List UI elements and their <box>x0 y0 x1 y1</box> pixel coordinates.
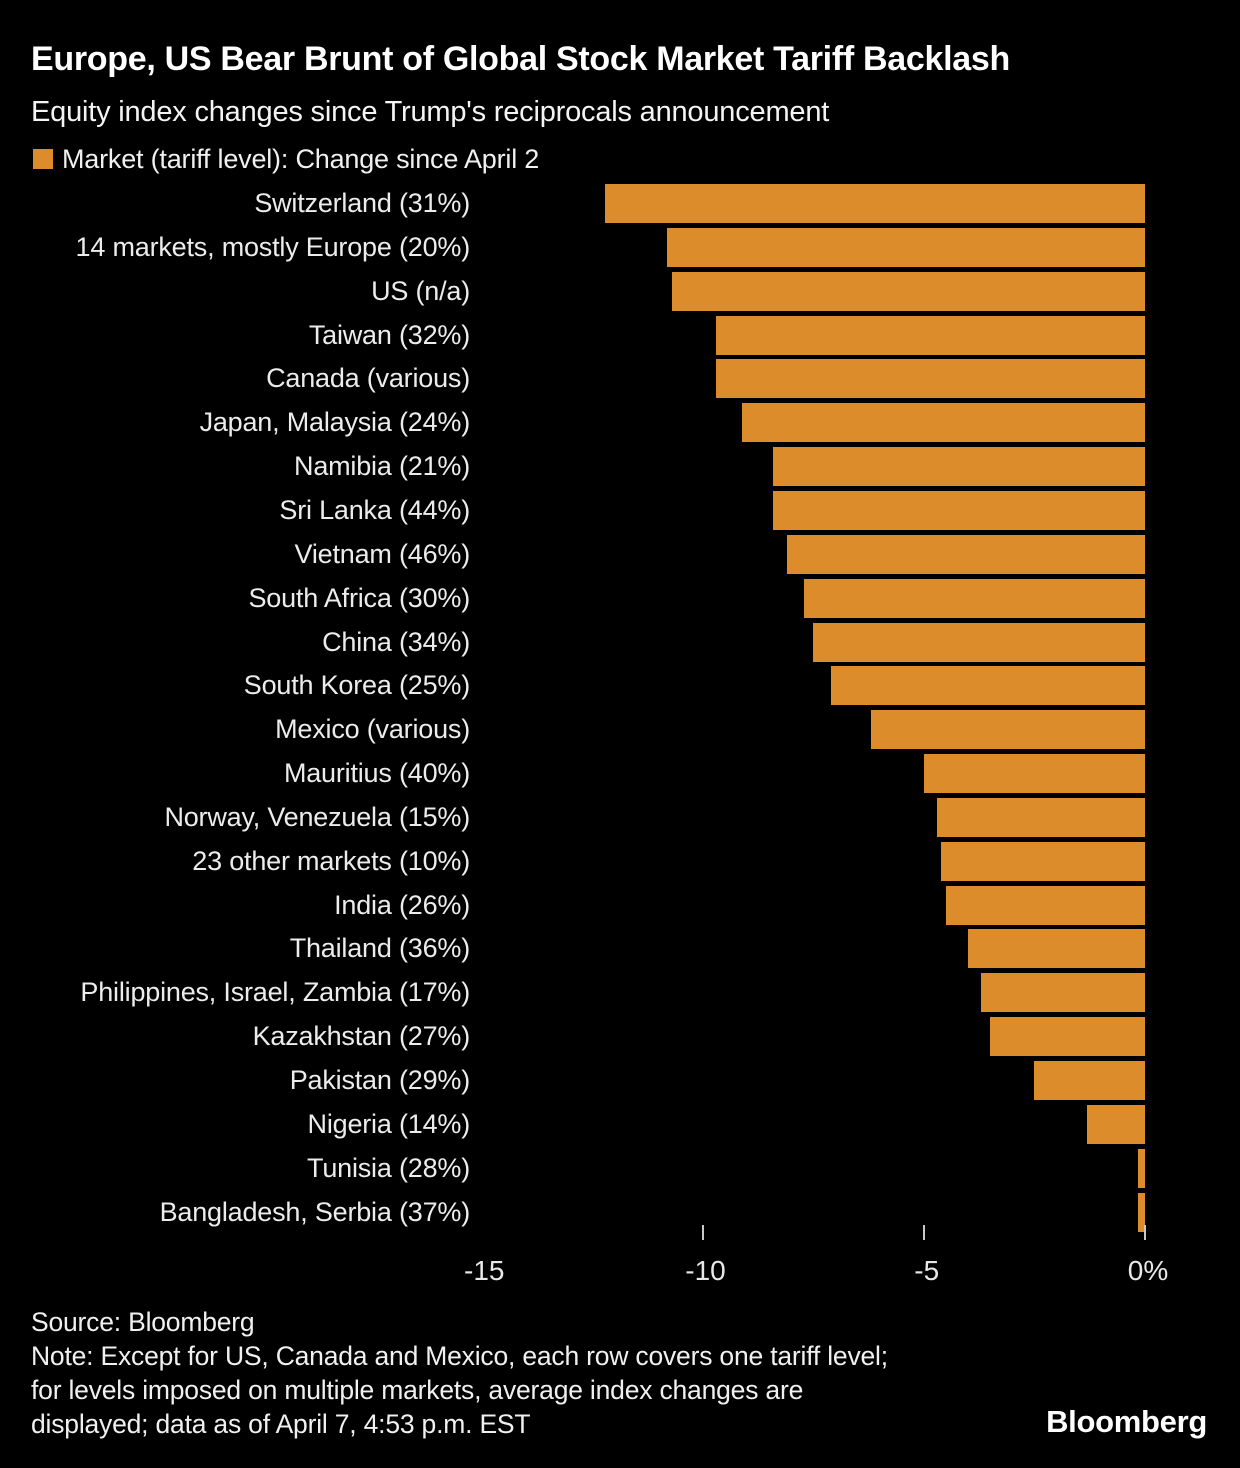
bar-label: Bangladesh, Serbia (37%) <box>159 1196 471 1227</box>
bar <box>968 929 1145 969</box>
bar-label: Taiwan (32%) <box>308 319 470 350</box>
bar-label: Thailand (36%) <box>289 933 470 964</box>
bar-label: 14 markets, mostly Europe (20%) <box>75 231 471 262</box>
bar-label: Sri Lanka (44%) <box>279 494 470 525</box>
bar <box>715 359 1145 399</box>
chart-subtitle: Equity index changes since Trump's recip… <box>31 96 830 128</box>
bar-label: Nigeria (14%) <box>307 1108 471 1139</box>
bar <box>870 710 1145 750</box>
axis-tick-mark <box>701 1225 704 1240</box>
legend-swatch-icon <box>33 149 53 169</box>
bar-label: Pakistan (29%) <box>289 1065 470 1095</box>
axis-tick-mark <box>1144 1225 1146 1240</box>
bar <box>1138 1148 1145 1188</box>
chart-footer: Source: Bloomberg Note: Except for US, C… <box>31 1305 1031 1441</box>
bar-label: Philippines, Israel, Zambia (17%) <box>80 977 470 1008</box>
bar <box>1034 1061 1145 1100</box>
bar <box>773 490 1145 530</box>
bloomberg-logo: Bloomberg <box>1046 1404 1207 1439</box>
bar <box>715 315 1145 355</box>
bar-label: Mauritius (40%) <box>283 758 470 789</box>
bar <box>937 797 1145 837</box>
axis-tick-label: -5 <box>914 1255 940 1286</box>
bar <box>786 534 1145 574</box>
bar <box>945 885 1145 925</box>
bar-label: Tunisia (28%) <box>307 1152 470 1183</box>
bar-label: Canada (various) <box>266 363 470 394</box>
bar-label: China (34%) <box>322 626 470 657</box>
bar-label: South Africa (30%) <box>248 582 470 613</box>
legend-label: Market (tariff level): Change since Apri… <box>62 143 540 174</box>
axis-tick-mark <box>922 1225 925 1240</box>
bar <box>923 754 1145 794</box>
bar <box>773 447 1145 487</box>
bar-label: Norway, Venezuela (15%) <box>164 801 470 832</box>
bar <box>742 403 1145 443</box>
bar <box>1138 1192 1145 1232</box>
bar-label: Kazakhstan (27%) <box>252 1021 471 1052</box>
bar-label: Vietnam (46%) <box>294 538 471 569</box>
note-line-3: displayed; data as of April 7, 4:53 p.m.… <box>31 1409 531 1439</box>
bar-label: Namibia (21%) <box>294 451 470 482</box>
bar <box>667 227 1145 267</box>
note-line-1: Note: Except for US, Canada and Mexico, … <box>31 1341 888 1371</box>
bar-label: 23 other markets (10%) <box>192 845 470 876</box>
bar <box>981 973 1145 1013</box>
source-line: Source: Bloomberg <box>31 1307 255 1337</box>
axis-tick-label: 0% <box>1127 1255 1169 1286</box>
bar <box>830 666 1145 706</box>
chart-legend: Market (tariff level): Change since Apri… <box>33 143 540 174</box>
bar <box>1087 1104 1145 1144</box>
bar-label: Japan, Malaysia (24%) <box>199 407 471 438</box>
bar-label: US (n/a) <box>371 275 470 306</box>
bar <box>804 578 1145 618</box>
axis-tick-label: -10 <box>685 1255 726 1286</box>
axis-tick-label: -15 <box>464 1255 505 1286</box>
note-line-2: for levels imposed on multiple markets, … <box>31 1375 804 1405</box>
bar <box>990 1017 1145 1057</box>
bar <box>605 184 1145 223</box>
page-title: Europe, US Bear Brunt of Global Stock Ma… <box>31 40 1010 78</box>
bar <box>813 622 1145 662</box>
bar-label: Mexico (various) <box>275 714 470 745</box>
bar <box>941 841 1145 881</box>
bar-label: South Korea (25%) <box>243 670 470 701</box>
bar-label: India (26%) <box>334 889 470 920</box>
bar <box>671 271 1145 311</box>
bar-label: Switzerland (31%) <box>254 188 470 218</box>
